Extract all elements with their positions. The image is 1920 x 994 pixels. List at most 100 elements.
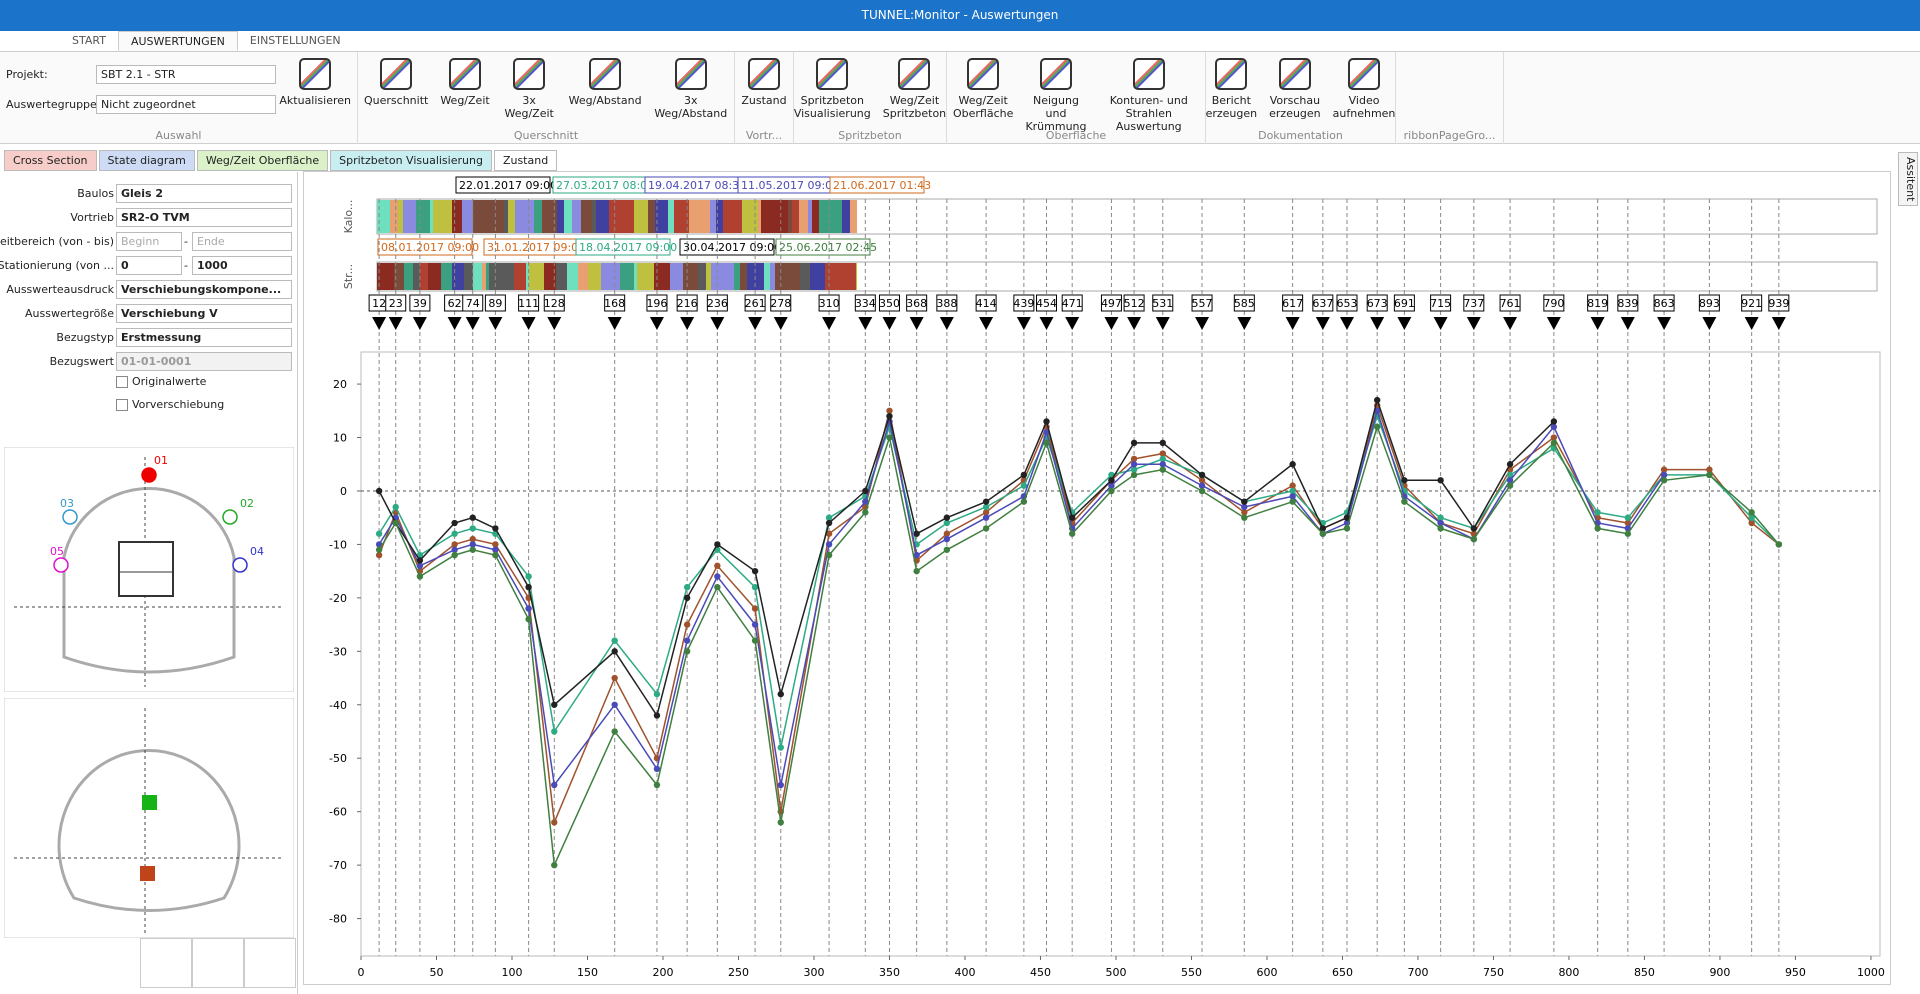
date-flag — [679, 238, 775, 256]
range-separator: - — [184, 235, 188, 248]
timeline-stripe — [764, 263, 770, 290]
data-point — [943, 530, 951, 537]
document-tab[interactable]: Spritzbeton Visualisierung — [330, 150, 492, 171]
form-input[interactable]: Verschiebungskompone... — [116, 280, 292, 299]
ribbon-button[interactable]: Weg/Zeit Spritzbeton — [877, 58, 952, 120]
ribbon-button[interactable]: 3x Weg/Abstand — [648, 58, 734, 120]
measure-point — [141, 467, 157, 483]
timeline-stripe — [810, 263, 825, 290]
chart-button[interactable] — [192, 938, 244, 988]
data-point — [1506, 461, 1514, 468]
ribbon-button[interactable]: Weg/Abstand — [563, 58, 648, 107]
button-icon — [513, 58, 546, 90]
station-marker — [1237, 317, 1252, 330]
y-tick-label: 20 — [333, 378, 347, 391]
timeline-stripe — [706, 263, 711, 290]
tunnel-button[interactable] — [140, 938, 192, 988]
timeline-stripe — [489, 263, 499, 290]
ribbon-tab[interactable]: AUSWERTUNGEN — [117, 31, 238, 51]
data-point — [1130, 466, 1138, 473]
timeline-stripe — [514, 263, 526, 290]
data-point — [714, 562, 721, 570]
form-input[interactable]: Beginn — [116, 232, 182, 251]
form-input[interactable]: 0 — [116, 256, 182, 275]
timeline-stripe — [723, 263, 734, 290]
station-marker — [1285, 317, 1300, 330]
station-label: 310 — [819, 297, 840, 310]
timeline-stripe — [377, 200, 390, 233]
ribbon: Projekt: SBT 2.1 - STR Auswertegruppe: Nich… — [0, 52, 1920, 144]
form-label: Stationierung (von ... — [0, 259, 114, 272]
data-point — [653, 690, 661, 698]
ribbon-button[interactable]: Spritzbeton Visualisierung — [788, 58, 877, 120]
station-box — [1653, 294, 1675, 312]
form-input[interactable]: 1000 — [192, 256, 292, 275]
form-input[interactable]: Verschiebung V — [116, 304, 292, 323]
form-input[interactable]: 01-01-0001 — [116, 352, 292, 371]
data-point — [886, 412, 893, 420]
checkbox[interactable]: Vorverschiebung — [116, 398, 224, 411]
data-point — [469, 535, 476, 543]
dropdown[interactable]: Nicht zugeordnet — [96, 95, 276, 114]
document-tab[interactable]: Zustand — [493, 150, 558, 171]
settings-button[interactable] — [244, 938, 296, 988]
form-input[interactable]: Ende — [192, 232, 292, 251]
ribbon-tab[interactable]: EINSTELLUNGEN — [249, 34, 341, 47]
data-point — [862, 487, 869, 495]
timeline-stripe — [792, 200, 799, 233]
document-tab[interactable]: State diagram — [98, 150, 195, 171]
station-marker — [1771, 317, 1786, 330]
station-box — [878, 294, 900, 312]
ribbon-tab[interactable]: START — [72, 34, 106, 47]
ribbon-button[interactable]: Querschnitt — [358, 58, 434, 107]
title-bar: TUNNEL:Monitor - Auswertungen — [0, 0, 1920, 31]
x-tick-label: 850 — [1634, 966, 1655, 979]
ribbon-button[interactable]: Konturen- und Strahlen Auswertung — [1093, 58, 1205, 133]
data-point — [551, 819, 558, 826]
data-point — [469, 514, 476, 521]
ribbon-button[interactable]: Zustand — [735, 58, 792, 107]
button-icon — [967, 58, 1000, 90]
timeline-stripe — [601, 263, 615, 290]
document-tab[interactable]: Weg/Zeit Oberfläche — [196, 150, 329, 171]
ribbon-button[interactable]: Weg/Zeit Oberfläche — [947, 58, 1019, 120]
side-tab[interactable]: Assitent — [1898, 152, 1918, 206]
form-input[interactable]: Gleis 2 — [116, 184, 292, 203]
timeline-stripe — [596, 200, 609, 233]
timeline-stripe — [620, 263, 634, 290]
station-marker — [909, 317, 924, 330]
data-point — [1198, 482, 1206, 489]
ribbon-button[interactable]: 3x Weg/Zeit — [496, 58, 563, 120]
date-label: 31.01.2017 09:00 — [487, 241, 585, 254]
document-tab[interactable]: Cross Section — [4, 150, 97, 171]
form-input[interactable]: Erstmessung — [116, 328, 292, 347]
data-point — [1506, 482, 1514, 489]
timeline-stripe — [564, 200, 572, 233]
data-point — [982, 498, 990, 505]
timeline-stripe — [701, 200, 710, 233]
data-point — [1775, 541, 1783, 548]
date-flag — [377, 238, 473, 256]
form-label: Ausswerteausdruck — [6, 283, 114, 296]
station-label: 12 — [372, 297, 386, 310]
ribbon-button[interactable]: Neigung und Krümmung — [1019, 58, 1092, 133]
ribbon-button[interactable]: Vorschau erzeugen — [1263, 58, 1327, 120]
dropdown[interactable]: SBT 2.1 - STR — [96, 65, 276, 84]
form-input[interactable]: SR2-O TVM — [116, 208, 292, 227]
station-marker — [822, 317, 837, 330]
timeline-stripe — [841, 263, 856, 290]
ribbon-button[interactable]: Weg/Zeit — [434, 58, 495, 107]
button-icon — [816, 58, 849, 90]
checkbox[interactable]: Originalwerte — [116, 375, 206, 388]
data-point — [653, 712, 661, 719]
timeline-stripe — [803, 200, 808, 233]
ribbon-button[interactable]: Video aufnehmen — [1327, 58, 1402, 120]
selection-field: Projekt: SBT 2.1 - STR — [6, 65, 276, 84]
station-box — [1430, 294, 1452, 312]
ribbon-button[interactable]: Aktualisieren — [273, 58, 357, 107]
data-point — [611, 701, 618, 708]
station-label: 278 — [770, 297, 791, 310]
timeline-stripe — [499, 263, 514, 290]
ribbon-button[interactable]: Bericht erzeugen — [1200, 58, 1264, 120]
x-tick-label: 300 — [803, 966, 824, 979]
